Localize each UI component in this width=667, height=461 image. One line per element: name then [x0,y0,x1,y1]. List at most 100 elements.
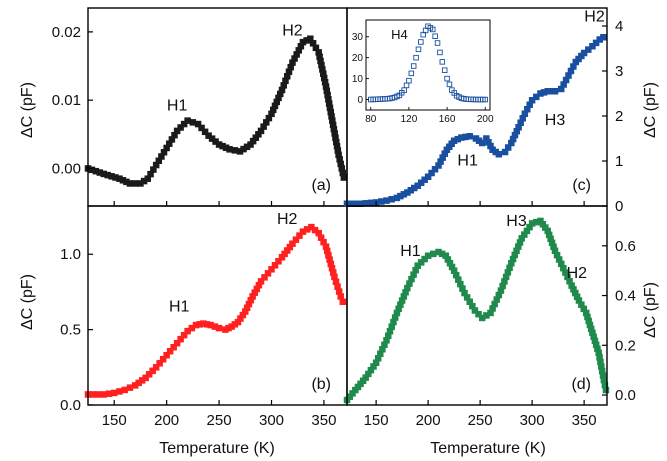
data-point [276,90,284,98]
y-axis-label-left: ΔC (pF) [19,274,36,330]
peak-label: H3 [506,213,527,230]
data-point [334,283,341,290]
x-tick-label: 250 [468,412,493,429]
data-point [138,377,146,384]
data-point [166,140,173,147]
data-point [207,321,214,329]
peak-label: H1 [457,153,478,170]
data-point [487,142,494,150]
data-point [388,196,395,203]
data-point [282,77,289,85]
data-point [513,247,520,255]
data-point [171,131,178,139]
data-point [551,88,559,95]
data-point [173,339,181,347]
series-a [84,35,348,187]
inset-point [439,59,446,65]
inset-point [430,26,436,33]
y-tick-label: 0.0 [615,387,636,404]
data-point [198,124,205,132]
data-point [580,49,588,57]
data-point [150,166,157,173]
data-point [245,300,253,308]
data-point [381,341,388,349]
y-tick-label: 0.5 [60,322,81,339]
data-point [523,227,531,235]
data-point [273,98,280,106]
data-point [491,300,498,308]
data-point [485,139,492,146]
data-point [526,223,533,231]
data-point [315,49,322,56]
data-point [377,350,384,358]
data-point [307,35,314,42]
data-point [417,179,425,186]
data-point [585,46,592,53]
data-point [602,386,610,394]
data-point [497,287,505,294]
data-point [322,83,330,90]
data-point [271,262,279,269]
data-point [236,148,244,155]
data-point [324,91,331,99]
data-point [135,379,142,387]
data-point [412,266,419,274]
data-point [570,286,577,293]
data-point [521,231,528,238]
data-point [278,86,286,94]
data-point [414,182,421,189]
data-point [211,323,219,330]
data-point [553,251,561,259]
data-point [317,234,325,241]
panel-label: (d) [571,376,591,393]
inset-x-tick-label: 120 [401,114,418,125]
y-tick-label: 0.2 [615,337,636,354]
data-point [518,235,525,242]
data-point [335,151,342,159]
data-point [159,356,167,363]
data-point [438,250,446,258]
data-point [184,117,191,124]
data-point [573,293,581,301]
inset-x-tick-label: 160 [439,114,456,125]
data-point [524,106,531,113]
data-point [509,135,517,143]
data-point [544,88,551,95]
data-point [560,81,567,88]
data-point [316,53,323,60]
data-point [226,146,233,153]
data-point [287,63,294,71]
data-point [428,169,435,177]
data-point [329,121,337,129]
data-point [437,158,444,165]
x-tick-label: 350 [572,412,597,429]
data-point [466,298,473,306]
data-point [243,304,251,312]
data-point [487,309,494,317]
data-point [123,178,130,186]
data-point [293,51,300,58]
data-point [212,138,219,145]
data-point [562,76,570,84]
panel-d: 0.0 0.2 0.4 0.6 150 200 250 300 350 H1 H3 H2 (d) [343,205,636,429]
data-point [170,343,177,351]
data-point [398,297,406,304]
data-point [264,270,272,277]
data-point [533,218,540,226]
x-tick-label: 300 [520,412,545,429]
data-point [511,251,519,259]
data-point [188,324,196,332]
data-point [348,200,355,207]
data-point [528,97,536,104]
data-point [194,120,202,128]
data-point [478,139,486,147]
data-point [112,174,119,181]
peak-label: H2 [277,211,298,228]
data-point [243,143,251,151]
data-point [568,282,575,289]
data-point [234,318,242,326]
y-tick-label: 1 [615,153,623,170]
data-point [330,125,338,133]
data-point [260,123,267,130]
